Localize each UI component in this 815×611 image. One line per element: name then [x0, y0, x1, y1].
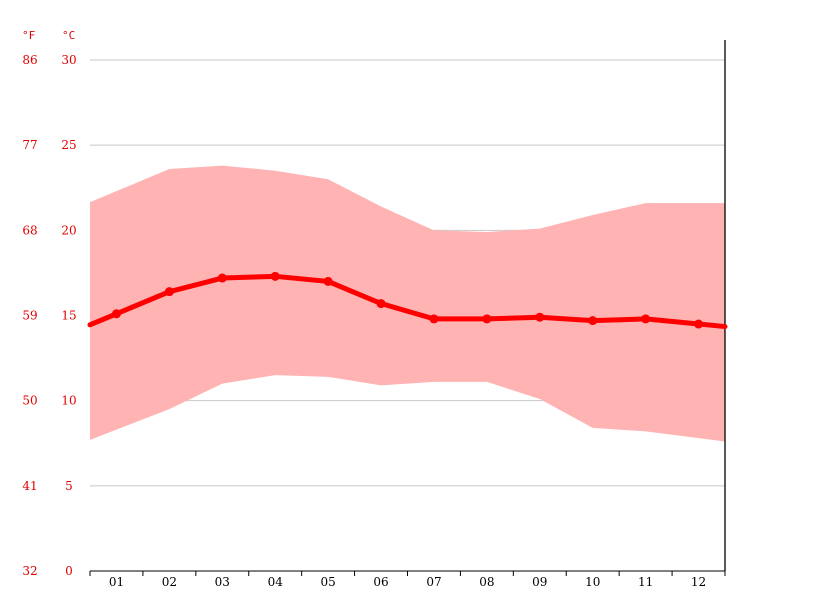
min-max-range-area	[90, 165, 725, 442]
x-tick-label: 08	[479, 575, 494, 589]
y-tick-label-fahrenheit: 68	[22, 223, 37, 237]
x-tick-label: 01	[109, 575, 124, 589]
y-tick-label-celsius: 15	[61, 309, 76, 323]
x-tick-label: 04	[268, 575, 284, 589]
average-temperature-point	[694, 319, 704, 329]
x-tick-label: 09	[532, 575, 547, 589]
celsius-unit-label: °C	[62, 29, 76, 42]
average-temperature-point	[588, 316, 598, 326]
y-tick-label-fahrenheit: 59	[22, 309, 37, 323]
y-tick-label-fahrenheit: 86	[22, 53, 37, 67]
average-temperature-point	[164, 287, 174, 297]
temperature-range-band	[90, 165, 725, 442]
y-tick-label-celsius: 0	[65, 564, 73, 578]
x-tick-label: 02	[162, 575, 177, 589]
average-temperature-point	[482, 314, 492, 324]
average-temperature-point	[535, 312, 545, 322]
average-temperature-point	[429, 314, 439, 324]
y-tick-label-fahrenheit: 77	[22, 138, 37, 152]
y-tick-label-fahrenheit: 50	[22, 394, 37, 408]
fahrenheit-unit-label: °F	[22, 29, 36, 42]
y-tick-label-celsius: 10	[61, 394, 76, 408]
average-temperature-point	[376, 299, 386, 309]
average-temperature-line	[87, 271, 728, 330]
y-tick-label-celsius: 30	[61, 53, 76, 67]
average-temperature-point	[217, 273, 227, 283]
y-tick-label-celsius: 25	[61, 138, 76, 152]
x-tick-label: 10	[585, 575, 600, 589]
y-tick-label-celsius: 20	[61, 223, 76, 237]
x-tick-label: 12	[691, 575, 706, 589]
axes	[89, 40, 726, 576]
x-tick-label: 03	[215, 575, 230, 589]
average-temperature-point	[323, 276, 333, 286]
average-temperature-point	[270, 271, 280, 281]
x-tick-label: 05	[320, 575, 335, 589]
x-tick-label: 11	[638, 575, 653, 589]
x-tick-label: 07	[426, 575, 441, 589]
average-temperature-point	[111, 309, 121, 319]
tick-labels: 32 0 41 5 50 10 59 15 68 20 77 25 86 30 01 02 03 04 05 06 07…	[22, 53, 706, 589]
y-tick-label-fahrenheit: 32	[22, 564, 37, 578]
average-temperature-polyline	[87, 273, 728, 330]
y-tick-label-fahrenheit: 41	[22, 479, 37, 493]
average-temperature-point	[641, 314, 651, 324]
y-tick-label-celsius: 5	[65, 479, 73, 493]
x-tick-label: 06	[373, 575, 388, 589]
